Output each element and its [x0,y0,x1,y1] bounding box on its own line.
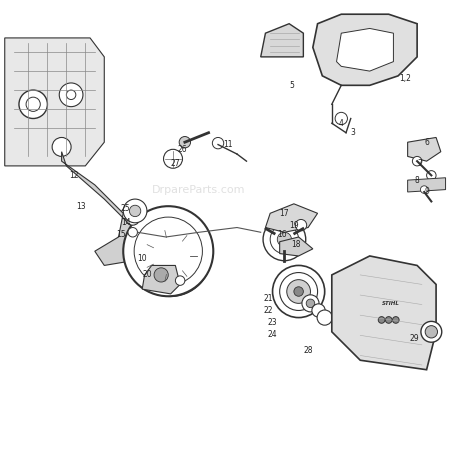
Circle shape [59,83,83,107]
Circle shape [378,317,385,323]
Circle shape [130,216,211,296]
Text: 17: 17 [280,209,289,218]
Text: 24: 24 [268,330,277,338]
Text: 19: 19 [289,221,299,229]
Circle shape [412,156,422,166]
Circle shape [19,90,47,118]
Circle shape [179,137,191,148]
Circle shape [277,232,292,246]
Polygon shape [261,24,303,57]
Circle shape [295,219,307,231]
Circle shape [312,304,325,317]
Text: 15: 15 [116,230,126,239]
Circle shape [317,310,332,325]
Circle shape [52,137,71,156]
Text: 20: 20 [142,271,152,279]
Text: 29: 29 [410,335,419,343]
Text: 7: 7 [417,159,422,168]
Circle shape [142,228,199,284]
Polygon shape [62,152,142,265]
Text: 21: 21 [263,294,273,303]
Circle shape [427,171,436,180]
Circle shape [425,326,438,338]
Polygon shape [408,178,446,192]
Text: 5: 5 [289,81,294,90]
Circle shape [421,321,442,342]
Circle shape [164,149,182,168]
Circle shape [154,268,168,282]
Polygon shape [265,204,318,232]
Circle shape [294,287,303,296]
Text: 10: 10 [137,254,147,263]
Circle shape [420,186,428,193]
Circle shape [126,211,140,225]
Text: 9: 9 [424,188,429,196]
Polygon shape [408,137,441,161]
Circle shape [212,137,224,149]
Text: 1,2: 1,2 [399,74,411,82]
Circle shape [263,218,306,261]
Circle shape [306,299,315,308]
Text: 8: 8 [415,176,419,184]
Circle shape [129,205,141,217]
Text: 16: 16 [277,230,287,239]
Text: 25: 25 [121,204,130,213]
Circle shape [175,276,185,285]
Text: 23: 23 [268,318,277,327]
Text: 22: 22 [263,306,273,315]
Circle shape [123,199,147,223]
Circle shape [26,97,40,111]
Polygon shape [332,256,436,370]
Circle shape [335,112,347,125]
Circle shape [66,90,76,100]
Polygon shape [337,28,393,71]
Circle shape [128,228,137,237]
Text: 13: 13 [76,202,85,210]
Text: 3: 3 [351,128,356,137]
Circle shape [270,225,299,254]
Text: 4: 4 [339,119,344,128]
Circle shape [134,217,202,285]
Text: 18: 18 [292,240,301,248]
Circle shape [302,295,319,312]
Circle shape [287,280,310,303]
Polygon shape [142,265,180,294]
Circle shape [123,206,213,296]
Circle shape [385,317,392,323]
Circle shape [280,273,318,310]
Text: 28: 28 [303,346,313,355]
Text: 12: 12 [69,171,78,180]
Circle shape [166,251,175,261]
Circle shape [156,242,185,270]
Text: 26: 26 [178,145,187,154]
Text: 14: 14 [121,219,130,227]
Text: 11: 11 [223,140,232,149]
Circle shape [273,265,325,318]
Circle shape [392,317,399,323]
Text: 6: 6 [424,138,429,146]
Polygon shape [5,38,104,166]
Text: STIHL: STIHL [382,301,400,306]
Polygon shape [280,237,313,256]
Text: 27: 27 [171,159,180,168]
Polygon shape [313,14,417,85]
Text: DrpareParts.com: DrpareParts.com [152,184,246,195]
